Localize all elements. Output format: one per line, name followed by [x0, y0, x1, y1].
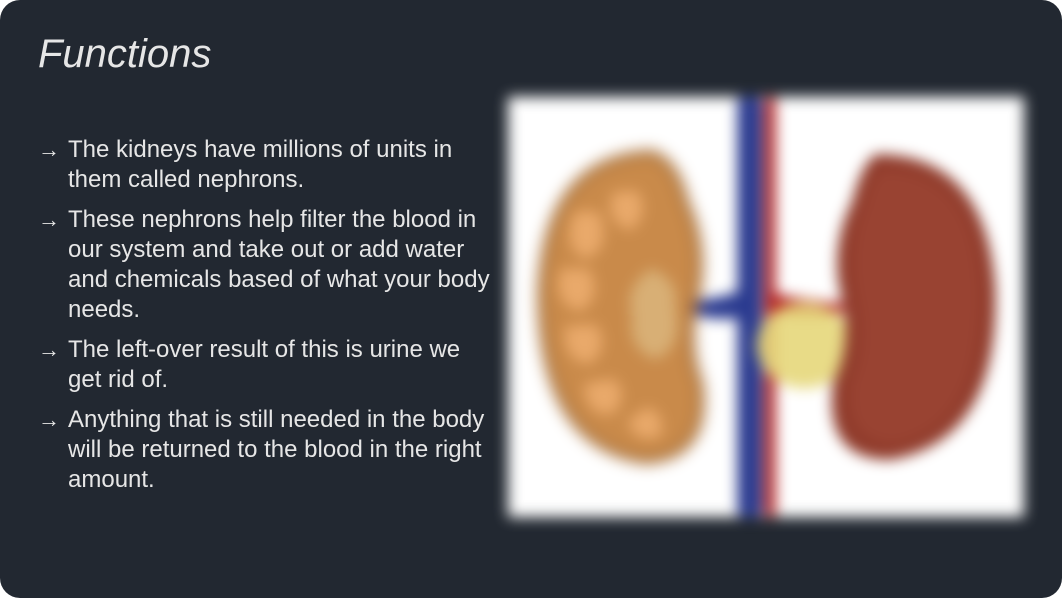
list-item: → The kidneys have millions of units in …: [38, 135, 498, 195]
bullet-text: These nephrons help filter the blood in …: [68, 205, 498, 325]
bullet-list: → The kidneys have millions of units in …: [38, 135, 498, 505]
list-item: → The left-over result of this is urine …: [38, 335, 498, 395]
arrow-icon: →: [38, 205, 68, 235]
list-item: → These nephrons help filter the blood i…: [38, 205, 498, 325]
bullet-text: Anything that is still needed in the bod…: [68, 405, 498, 495]
slide-title: Functions: [38, 32, 1024, 77]
arrow-icon: →: [38, 405, 68, 435]
list-item: → Anything that is still needed in the b…: [38, 405, 498, 495]
arrow-icon: →: [38, 135, 68, 165]
slide: Functions → The kidneys have millions of…: [0, 0, 1062, 598]
content-row: → The kidneys have millions of units in …: [38, 135, 1024, 527]
kidney-illustration: [508, 87, 1024, 527]
bullet-text: The left-over result of this is urine we…: [68, 335, 498, 395]
kidney-image: [508, 87, 1024, 527]
bullet-text: The kidneys have millions of units in th…: [68, 135, 498, 195]
arrow-icon: →: [38, 335, 68, 365]
